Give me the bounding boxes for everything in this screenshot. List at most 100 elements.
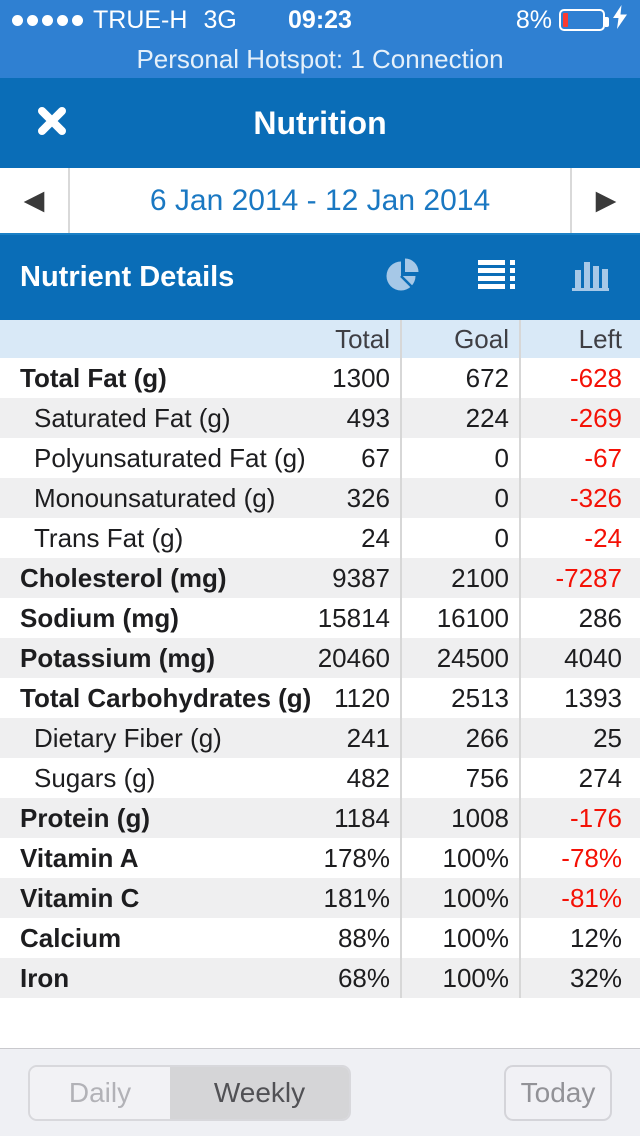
- nutrient-label: Calcium: [20, 922, 122, 953]
- total-value: 24: [361, 522, 390, 553]
- nutrient-label: Sodium (mg): [20, 602, 179, 633]
- nutrient-table: Total Goal Left Total Fat (g) 1300 672 -628…: [0, 320, 640, 1048]
- personal-hotspot-banner[interactable]: Personal Hotspot: 1 Connection: [0, 40, 640, 78]
- table-row: Calcium 88% 100% 12%: [0, 918, 640, 958]
- hotspot-label: Personal Hotspot: 1 Connection: [136, 43, 504, 74]
- left-value: 25: [519, 718, 640, 758]
- column-header-total: Total: [335, 323, 390, 354]
- column-header-left: Left: [519, 320, 640, 358]
- table-row: Dietary Fiber (g) 241 266 25: [0, 718, 640, 758]
- nutrient-label: Saturated Fat (g): [34, 402, 231, 433]
- left-value: 286: [519, 598, 640, 638]
- goal-value: 756: [400, 758, 519, 798]
- daily-tab[interactable]: Daily: [30, 1066, 170, 1119]
- today-button[interactable]: Today: [504, 1064, 612, 1121]
- left-value: -269: [519, 398, 640, 438]
- nutrient-label: Total Fat (g): [20, 362, 167, 393]
- chevron-left-icon: ◀: [23, 185, 45, 216]
- goal-value: 2513: [400, 678, 519, 718]
- nutrient-label: Protein (g): [20, 802, 150, 833]
- nutrient-label: Vitamin A: [20, 842, 139, 873]
- nav-bar: Nutrition: [0, 78, 640, 168]
- left-value: 1393: [519, 678, 640, 718]
- date-range-button[interactable]: 6 Jan 2014 - 12 Jan 2014: [68, 168, 572, 233]
- goal-value: 100%: [400, 878, 519, 918]
- pie-chart-view-button[interactable]: [380, 258, 424, 298]
- table-row: Cholesterol (mg) 9387 2100 -7287: [0, 558, 640, 598]
- table-row: Potassium (mg) 20460 24500 4040: [0, 638, 640, 678]
- total-value: 15814: [317, 602, 390, 633]
- total-value: 326: [346, 482, 390, 513]
- pie-chart-icon: [383, 256, 421, 299]
- table-row: Trans Fat (g) 24 0 -24: [0, 518, 640, 558]
- total-value: 181%: [323, 882, 391, 913]
- total-value: 178%: [323, 842, 391, 873]
- left-value: -326: [519, 478, 640, 518]
- daily-tab-label: Daily: [68, 1076, 132, 1108]
- total-value: 1120: [334, 682, 390, 713]
- table-row: Iron 68% 100% 32%: [0, 958, 640, 998]
- battery-icon: [559, 9, 609, 31]
- table-row: Total Fat (g) 1300 672 -628: [0, 358, 640, 398]
- close-icon: [36, 105, 68, 142]
- left-value: 12%: [519, 918, 640, 958]
- charging-bolt-icon: [612, 4, 628, 36]
- left-value: 274: [519, 758, 640, 798]
- goal-value: 24500: [400, 638, 519, 678]
- goal-value: 0: [400, 518, 519, 558]
- goal-value: 100%: [400, 918, 519, 958]
- signal-strength-icon: [12, 14, 83, 26]
- goal-value: 224: [400, 398, 519, 438]
- next-week-button[interactable]: ▶: [572, 168, 640, 233]
- nutrient-label: Trans Fat (g): [34, 522, 184, 553]
- prev-week-button[interactable]: ◀: [0, 168, 68, 233]
- goal-value: 0: [400, 478, 519, 518]
- nutrient-label: Cholesterol (mg): [20, 562, 227, 593]
- table-row: Polyunsaturated Fat (g) 67 0 -67: [0, 438, 640, 478]
- nutrient-label: Total Carbohydrates (g): [20, 682, 312, 713]
- table-row: Protein (g) 1184 1008 -176: [0, 798, 640, 838]
- left-value: 32%: [519, 958, 640, 998]
- table-row: Total Carbohydrates (g) 1120 2513 1393: [0, 678, 640, 718]
- table-row: Sugars (g) 482 756 274: [0, 758, 640, 798]
- chevron-right-icon: ▶: [595, 185, 617, 216]
- goal-value: 672: [400, 358, 519, 398]
- section-title: Nutrient Details: [20, 261, 235, 293]
- list-view-button[interactable]: [474, 258, 518, 298]
- date-range-label: 6 Jan 2014 - 12 Jan 2014: [149, 183, 491, 217]
- total-value: 68%: [337, 962, 390, 993]
- total-value: 482: [346, 762, 390, 793]
- total-value: 9387: [332, 562, 390, 593]
- total-value: 241: [346, 722, 390, 753]
- nutrient-label: Vitamin C: [20, 882, 140, 913]
- goal-value: 266: [400, 718, 519, 758]
- table-row: Vitamin A 178% 100% -78%: [0, 838, 640, 878]
- left-value: -67: [519, 438, 640, 478]
- goal-value: 100%: [400, 838, 519, 878]
- network-type-label: 3G: [203, 5, 237, 34]
- table-filler: [0, 998, 640, 1048]
- left-value: 4040: [519, 638, 640, 678]
- goal-value: 1008: [400, 798, 519, 838]
- table-row: Saturated Fat (g) 493 224 -269: [0, 398, 640, 438]
- left-value: -628: [519, 358, 640, 398]
- nutrient-table-body: Total Fat (g) 1300 672 -628 Saturated Fat (g…: [0, 358, 640, 998]
- left-value: -176: [519, 798, 640, 838]
- left-value: -7287: [519, 558, 640, 598]
- nutrient-label: Sugars (g): [34, 762, 156, 793]
- total-value: 1184: [334, 802, 390, 833]
- goal-value: 2100: [400, 558, 519, 598]
- bar-chart-view-button[interactable]: [568, 258, 612, 298]
- weekly-tab[interactable]: Weekly: [170, 1066, 349, 1119]
- battery-percent-label: 8%: [515, 5, 552, 34]
- column-header-goal: Goal: [400, 320, 519, 358]
- bar-chart-icon: [570, 256, 610, 299]
- close-button[interactable]: [26, 97, 78, 149]
- left-value: -78%: [519, 838, 640, 878]
- today-button-label: Today: [520, 1076, 596, 1108]
- table-row: Vitamin C 181% 100% -81%: [0, 878, 640, 918]
- period-segmented-control: Daily Weekly: [28, 1064, 351, 1121]
- status-bar: TRUE-H 3G 09:23 8%: [0, 0, 640, 40]
- table-row: Monounsaturated (g) 326 0 -326: [0, 478, 640, 518]
- nutrient-label: Polyunsaturated Fat (g): [34, 442, 306, 473]
